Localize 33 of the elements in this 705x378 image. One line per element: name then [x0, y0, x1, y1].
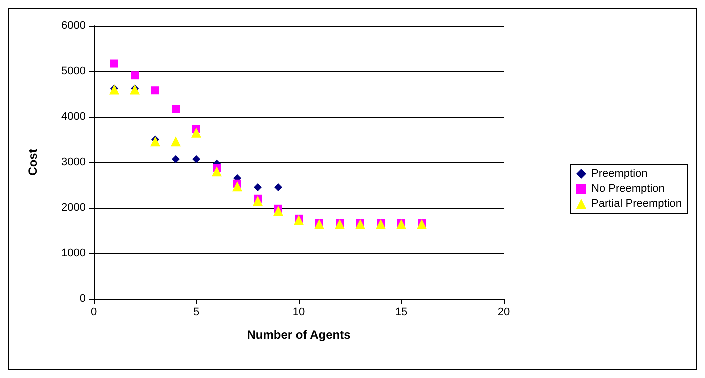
legend-label: Preemption: [592, 168, 648, 180]
y-tick-label: 6000: [62, 20, 86, 32]
point: [192, 128, 202, 138]
x-axis-title: Number of Agents: [247, 328, 352, 342]
point: [171, 136, 181, 147]
legend-label: Partial Preemption: [592, 198, 682, 210]
x-tick-label: 0: [90, 306, 98, 318]
point: [232, 182, 242, 192]
y-tick-label: 0: [80, 293, 86, 305]
x-tick-label: 20: [498, 306, 510, 318]
y-tick-label: 5000: [62, 66, 86, 78]
point: [152, 86, 160, 95]
point: [172, 155, 180, 164]
y-tick-label: 3000: [62, 156, 86, 168]
y-tick-label: 2000: [62, 202, 86, 214]
y-tick-label: 1000: [62, 248, 86, 260]
y-tick-label: 4000: [62, 111, 86, 123]
point: [254, 184, 262, 192]
point: [150, 136, 160, 147]
point: [294, 215, 304, 226]
point: [131, 72, 139, 80]
point: [192, 155, 200, 164]
point: [274, 206, 284, 216]
point: [172, 105, 180, 114]
y-axis-title: Cost: [26, 149, 40, 176]
point: [110, 60, 118, 68]
legend-label: No Preemption: [592, 183, 665, 195]
x-tick-label: 10: [292, 306, 306, 318]
x-tick-label: 15: [395, 306, 408, 318]
point: [212, 166, 222, 177]
x-tick-label: 5: [193, 306, 200, 318]
point: [274, 184, 282, 192]
point: [253, 196, 263, 206]
